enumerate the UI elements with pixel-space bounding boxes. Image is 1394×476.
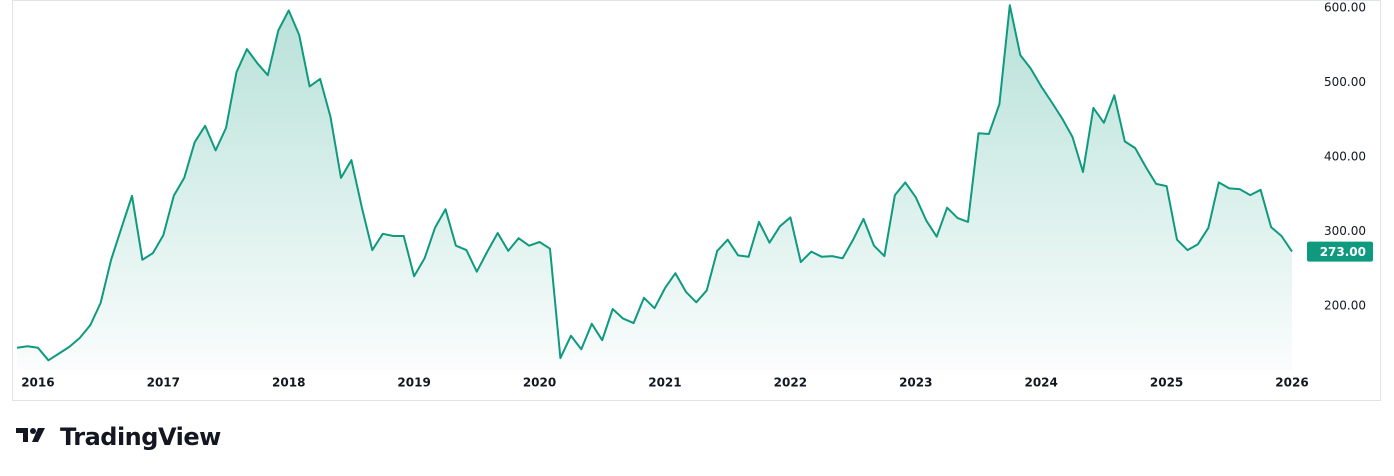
x-tick-label: 2018: [272, 376, 305, 390]
x-tick-label: 2020: [523, 376, 556, 390]
y-tick-label: 200.00: [1324, 298, 1366, 312]
x-tick-label: 2023: [899, 376, 932, 390]
x-tick-label: 2021: [648, 376, 681, 390]
y-tick-label: 500.00: [1324, 75, 1366, 89]
x-tick-label: 2016: [21, 376, 54, 390]
y-tick-label: 600.00: [1324, 1, 1366, 15]
x-tick-label: 2025: [1150, 376, 1183, 390]
y-tick-label: 400.00: [1324, 150, 1366, 164]
logo: [16, 428, 45, 442]
chart-frame: [12, 0, 1381, 401]
x-tick-label: 2024: [1024, 376, 1057, 390]
price-badge: [1307, 241, 1373, 262]
x-tick-label: 2026: [1275, 376, 1308, 390]
area-fill: [17, 5, 1292, 370]
price-line: [16, 4, 1293, 362]
x-tick-label: 2022: [774, 376, 807, 390]
x-tick-label: 2019: [397, 376, 430, 390]
price-badge-label: 273.00: [1320, 245, 1366, 259]
brand-name: TradingView: [60, 423, 221, 451]
y-tick-label: 300.00: [1324, 224, 1366, 238]
x-tick-label: 2017: [147, 376, 180, 390]
